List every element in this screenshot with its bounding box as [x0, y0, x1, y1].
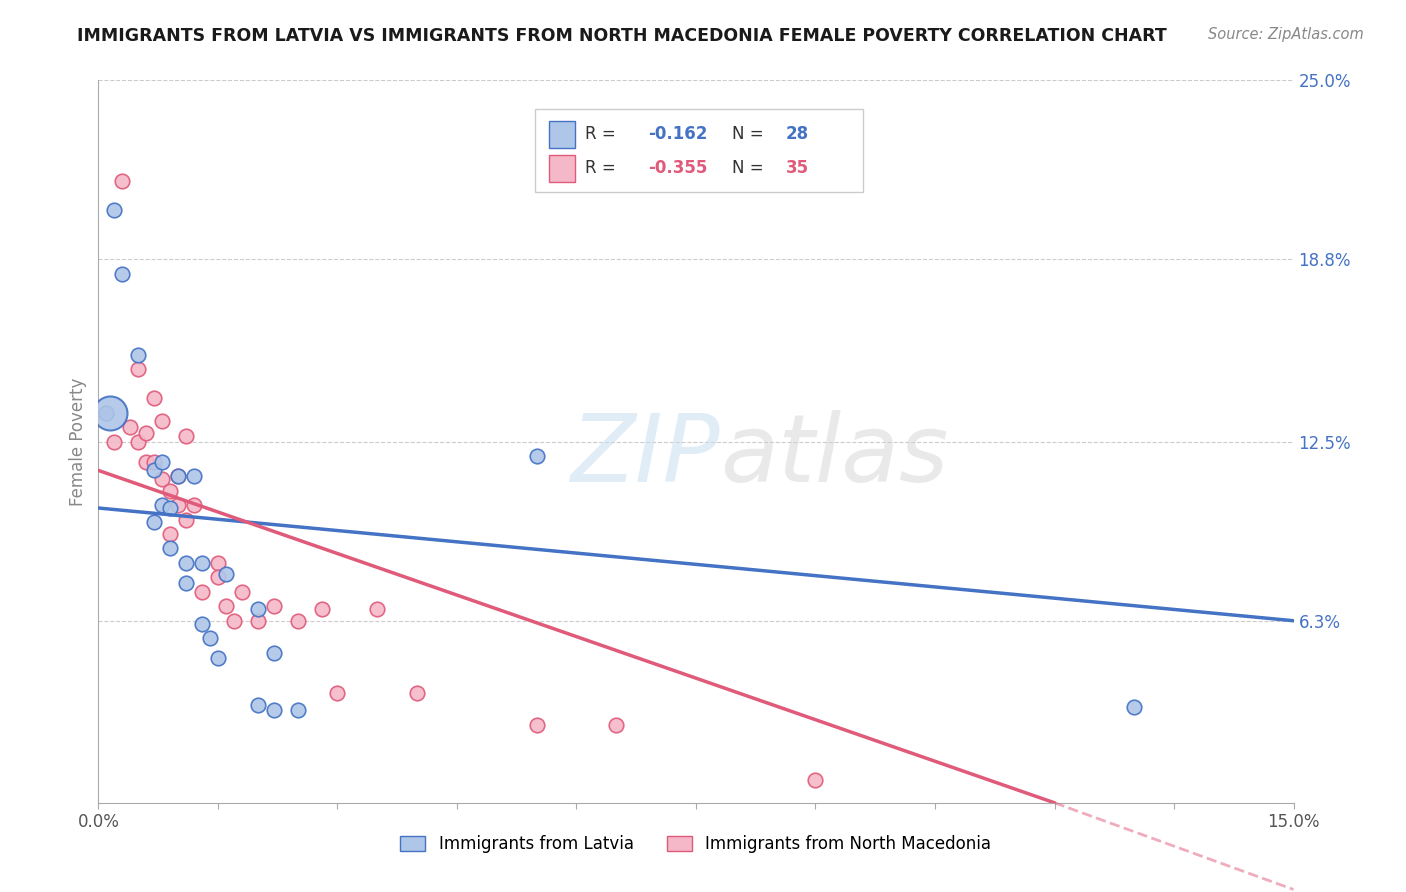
- Point: [111, 174, 134, 188]
- Point: [183, 498, 205, 512]
- Point: [215, 599, 238, 614]
- Y-axis label: Female Poverty: Female Poverty: [69, 377, 87, 506]
- Point: [174, 576, 197, 591]
- Text: 28: 28: [786, 126, 808, 144]
- Point: [127, 362, 149, 376]
- Point: [183, 469, 205, 483]
- Point: [135, 455, 157, 469]
- Point: [191, 584, 214, 599]
- Text: ZIP: ZIP: [571, 410, 720, 501]
- Point: [143, 391, 166, 405]
- FancyBboxPatch shape: [548, 120, 575, 148]
- Point: [191, 556, 214, 570]
- Point: [167, 469, 190, 483]
- Text: -0.355: -0.355: [648, 160, 707, 178]
- Point: [150, 498, 173, 512]
- Point: [159, 527, 181, 541]
- Point: [207, 556, 229, 570]
- Point: [167, 498, 190, 512]
- Point: [96, 406, 118, 420]
- Point: [150, 472, 173, 486]
- Point: [215, 567, 238, 582]
- Point: [263, 646, 285, 660]
- FancyBboxPatch shape: [534, 109, 863, 193]
- Point: [127, 434, 149, 449]
- Legend: Immigrants from Latvia, Immigrants from North Macedonia: Immigrants from Latvia, Immigrants from …: [394, 828, 998, 860]
- Text: R =: R =: [585, 126, 621, 144]
- Point: [246, 614, 269, 628]
- Point: [287, 614, 309, 628]
- Point: [150, 414, 173, 428]
- Text: R =: R =: [585, 160, 621, 178]
- Point: [103, 434, 125, 449]
- Point: [174, 512, 197, 526]
- Point: [143, 455, 166, 469]
- Point: [135, 425, 157, 440]
- Text: N =: N =: [733, 160, 769, 178]
- Point: [174, 429, 197, 443]
- Text: 35: 35: [786, 160, 808, 178]
- Point: [127, 348, 149, 362]
- Point: [207, 570, 229, 584]
- Text: N =: N =: [733, 126, 769, 144]
- Point: [159, 483, 181, 498]
- Point: [287, 703, 309, 717]
- Point: [111, 267, 134, 281]
- Point: [326, 686, 349, 700]
- Point: [143, 463, 166, 477]
- Point: [804, 772, 827, 787]
- Point: [159, 501, 181, 516]
- Point: [103, 203, 125, 218]
- Text: atlas: atlas: [720, 410, 948, 501]
- Point: [150, 455, 173, 469]
- Point: [98, 406, 122, 420]
- Point: [174, 556, 197, 570]
- Point: [1123, 700, 1146, 714]
- Point: [526, 449, 548, 463]
- Point: [246, 698, 269, 712]
- Point: [120, 420, 142, 434]
- Point: [198, 631, 221, 645]
- Point: [191, 616, 214, 631]
- Text: IMMIGRANTS FROM LATVIA VS IMMIGRANTS FROM NORTH MACEDONIA FEMALE POVERTY CORRELA: IMMIGRANTS FROM LATVIA VS IMMIGRANTS FRO…: [77, 27, 1167, 45]
- Point: [222, 614, 245, 628]
- Point: [366, 602, 388, 616]
- Point: [143, 516, 166, 530]
- Point: [231, 584, 253, 599]
- Text: -0.162: -0.162: [648, 126, 707, 144]
- Point: [526, 718, 548, 732]
- Point: [167, 469, 190, 483]
- Point: [605, 718, 627, 732]
- Point: [263, 599, 285, 614]
- Point: [96, 406, 118, 420]
- Point: [246, 602, 269, 616]
- Point: [207, 651, 229, 665]
- Point: [159, 541, 181, 556]
- FancyBboxPatch shape: [548, 154, 575, 182]
- Point: [263, 703, 285, 717]
- Text: Source: ZipAtlas.com: Source: ZipAtlas.com: [1208, 27, 1364, 42]
- Point: [311, 602, 333, 616]
- Point: [406, 686, 429, 700]
